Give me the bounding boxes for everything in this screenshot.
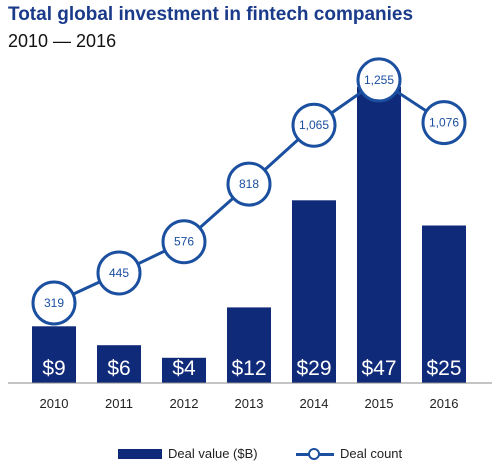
x-tick-label-2014: 2014 <box>300 396 329 411</box>
x-tick-label-2012: 2012 <box>170 396 199 411</box>
bars-layer: $9 $6 $4 $12 $29 $47 $25 <box>32 86 466 384</box>
chart-subtitle: 2010 — 2016 <box>8 31 117 51</box>
legend-swatch-line <box>296 447 334 460</box>
x-tick-label-2016: 2016 <box>430 396 459 411</box>
deal-count-label-2013: 818 <box>239 177 259 191</box>
x-tick-label-2013: 2013 <box>235 396 264 411</box>
bar-2011 <box>97 345 141 383</box>
chart-title: Total global investment in fintech compa… <box>8 4 414 25</box>
bar-label-2015: $47 <box>361 357 396 380</box>
legend: Deal value ($B) Deal count <box>0 446 500 466</box>
deal-count-point-2014 <box>291 102 337 148</box>
deal-count-label-2014: 1,065 <box>299 118 329 132</box>
bar-2012 <box>162 357 206 383</box>
deal-count-label-2012: 576 <box>174 235 194 249</box>
deal-count-label-2011: 445 <box>109 266 129 280</box>
deal-count-point-2010 <box>31 280 77 326</box>
bar-2013 <box>227 307 271 383</box>
bar-label-2011: $6 <box>107 357 130 380</box>
bar-2015 <box>357 86 401 384</box>
deal-count-point-2015 <box>356 57 402 103</box>
bar-label-2014: $29 <box>296 357 331 380</box>
deal-count-point-2011 <box>96 250 142 296</box>
deal-count-point-2013 <box>226 161 272 207</box>
legend-label-deal-count: Deal count <box>340 446 403 461</box>
bar-label-2013: $12 <box>231 357 266 380</box>
legend-label-deal-value: Deal value ($B) <box>168 446 258 461</box>
x-tick-label-2011: 2011 <box>105 396 133 411</box>
bar-2014 <box>292 200 336 383</box>
deal-count-point-2012 <box>161 219 207 265</box>
deal-count-label-2010: 319 <box>44 296 64 310</box>
bar-2016 <box>422 225 466 383</box>
x-tick-label-2015: 2015 <box>365 396 394 411</box>
bar-2010 <box>32 326 76 383</box>
deal-count-label-2015: 1,255 <box>364 73 394 87</box>
deal-count-label-2016: 1,076 <box>429 116 459 130</box>
x-axis: 2010 2011 2012 2013 2014 2015 2016 <box>8 382 492 411</box>
bar-label-2016: $25 <box>426 357 461 380</box>
legend-swatch-bar <box>118 448 162 459</box>
legend-item-deal-value: Deal value ($B) <box>118 446 258 461</box>
legend-item-deal-count: Deal count <box>296 446 402 461</box>
x-tick-label-2010: 2010 <box>40 396 69 411</box>
deal-count-line-layer: 319 445 576 818 1,065 1,255 1,076 <box>31 57 467 326</box>
bar-label-2010: $9 <box>42 357 65 380</box>
bar-label-2012: $4 <box>172 357 196 380</box>
deal-count-point-2016 <box>421 100 467 146</box>
